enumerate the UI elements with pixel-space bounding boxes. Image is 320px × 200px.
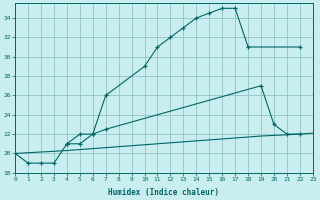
X-axis label: Humidex (Indice chaleur): Humidex (Indice chaleur) <box>108 188 220 197</box>
